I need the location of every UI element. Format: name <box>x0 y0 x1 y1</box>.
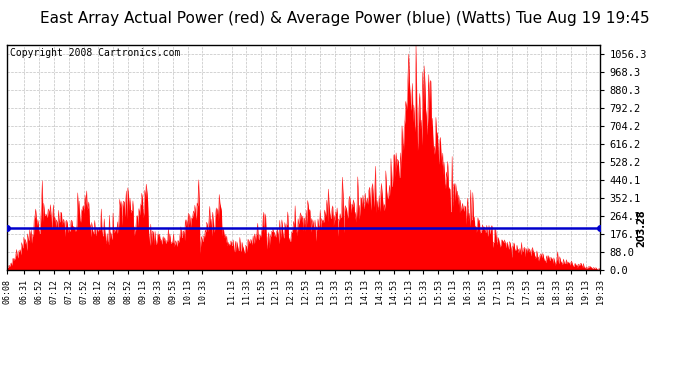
Text: Copyright 2008 Cartronics.com: Copyright 2008 Cartronics.com <box>10 48 180 58</box>
Text: 203.28: 203.28 <box>0 210 1 247</box>
Text: 203.28: 203.28 <box>636 210 646 247</box>
Text: East Array Actual Power (red) & Average Power (blue) (Watts) Tue Aug 19 19:45: East Array Actual Power (red) & Average … <box>40 11 650 26</box>
